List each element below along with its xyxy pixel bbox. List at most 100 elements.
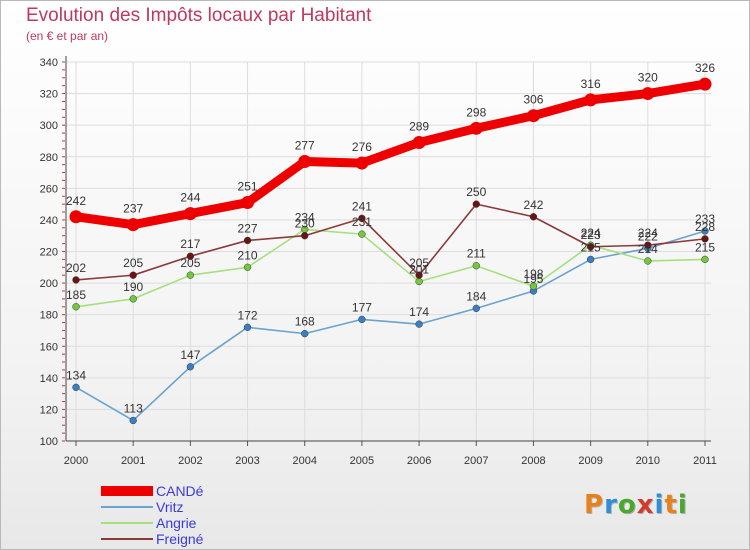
data-point-vritz [72,383,80,391]
data-label-angrie: 190 [123,280,143,294]
data-label-cande: 306 [523,93,543,107]
data-point-vritz [186,363,195,371]
y-tick-label: 140 [40,373,58,385]
data-point-freigne [472,200,480,208]
data-label-freigne: 241 [352,199,372,213]
data-label-cande: 326 [695,61,715,75]
data-label-freigne: 227 [238,221,258,235]
logo-letter: r [604,490,618,520]
data-label-freigne: 205 [409,256,429,270]
data-label-vritz: 113 [124,401,143,415]
data-label-freigne: 202 [66,261,86,275]
data-label-cande: 237 [123,202,143,216]
logo-letter: o [617,490,637,520]
data-label-cande: 277 [295,138,315,152]
y-tick-label: 340 [40,57,58,69]
y-tick-label: 240 [40,215,58,227]
logo-letter: t [664,490,678,520]
grid [66,61,711,441]
data-label-vritz: 184 [466,289,486,303]
data-label-vritz: 215 [581,240,601,254]
x-tick-label: 2000 [64,455,88,467]
legend-label-cande: CANDé [156,483,204,499]
data-point-vritz [301,329,309,338]
data-label-freigne: 223 [581,228,601,242]
data-point-vritz [586,255,595,264]
data-point-freigne [644,241,652,249]
data-label-vritz: 168 [295,315,315,329]
x-tick-label: 2006 [407,455,431,467]
data-point-cande [584,93,598,107]
data-label-cande: 276 [352,140,372,154]
data-point-cande [412,136,426,150]
data-label-freigne: 250 [466,185,486,199]
chart-title: Evolution des Impôts locaux par Habitant [26,5,372,26]
data-point-freigne [586,243,595,251]
data-point-freigne [301,232,309,240]
data-point-angrie [186,271,195,279]
data-label-freigne: 242 [523,198,543,212]
data-point-cande [469,121,483,135]
series-line-angrie [75,228,706,308]
logo-letter: i [654,490,665,520]
data-label-angrie: 231 [352,215,372,229]
x-tick-label: 2003 [235,455,259,467]
data-point-angrie [243,263,252,271]
logo-letter: i [677,490,688,520]
x-tick-label: 2005 [350,455,374,467]
data-label-angrie: 215 [695,240,715,254]
data-point-cande [126,218,140,232]
series-line-freigne [75,203,706,281]
data-label-vritz: 177 [352,300,372,314]
data-point-cande [698,77,712,91]
data-label-freigne: 217 [180,237,200,251]
series-lines [71,79,710,422]
data-label-cande: 242 [66,194,86,208]
data-label-angrie: 224 [581,226,601,240]
data-label-vritz: 222 [638,229,658,243]
data-label-freigne: 230 [295,217,315,231]
data-label-cande: 298 [466,105,486,119]
logo-letter: P [584,490,605,520]
x-tick-label: 2001 [121,455,145,467]
x-tick-label: 2008 [521,455,545,467]
data-label-freigne: 224 [638,226,658,240]
y-tick-label: 280 [40,152,58,164]
data-label-angrie: 205 [180,256,200,270]
legend-label-angrie: Angrie [156,515,197,531]
x-tick-label: 2009 [578,455,602,467]
data-point-cande [183,207,197,221]
data-point-freigne [529,213,538,221]
data-label-vritz: 172 [238,308,258,322]
data-point-freigne [186,252,195,260]
data-label-angrie: 185 [66,288,86,302]
data-label-freigne: 205 [123,256,143,270]
data-point-freigne [72,276,80,284]
legend-swatch-cande [101,486,153,496]
data-point-freigne [243,236,252,245]
legend-swatch-vritz [101,506,153,508]
data-point-angrie [529,282,538,290]
data-point-cande [69,210,83,224]
data-point-angrie [701,255,709,264]
y-tick-label: 160 [40,341,58,353]
data-point-vritz [701,227,709,235]
data-point-freigne [701,235,709,243]
data-point-vritz [472,304,480,313]
series-line-vritz [75,230,706,422]
data-point-freigne [415,271,423,279]
legend-label-freigne: Freigné [156,531,204,547]
data-point-angrie [72,303,80,311]
y-tick-label: 180 [40,310,58,322]
data-point-vritz [358,315,366,324]
data-label-cande: 316 [581,77,601,91]
data-point-vritz [129,416,137,425]
data-point-angrie [129,295,137,303]
data-label-cande: 244 [180,191,200,205]
data-label-vritz: 174 [409,305,429,319]
data-label-vritz: 134 [66,368,86,382]
x-tick-label: 2004 [292,455,316,467]
data-point-cande [641,87,655,101]
data-point-angrie [644,257,652,265]
data-label-angrie: 210 [238,248,258,262]
